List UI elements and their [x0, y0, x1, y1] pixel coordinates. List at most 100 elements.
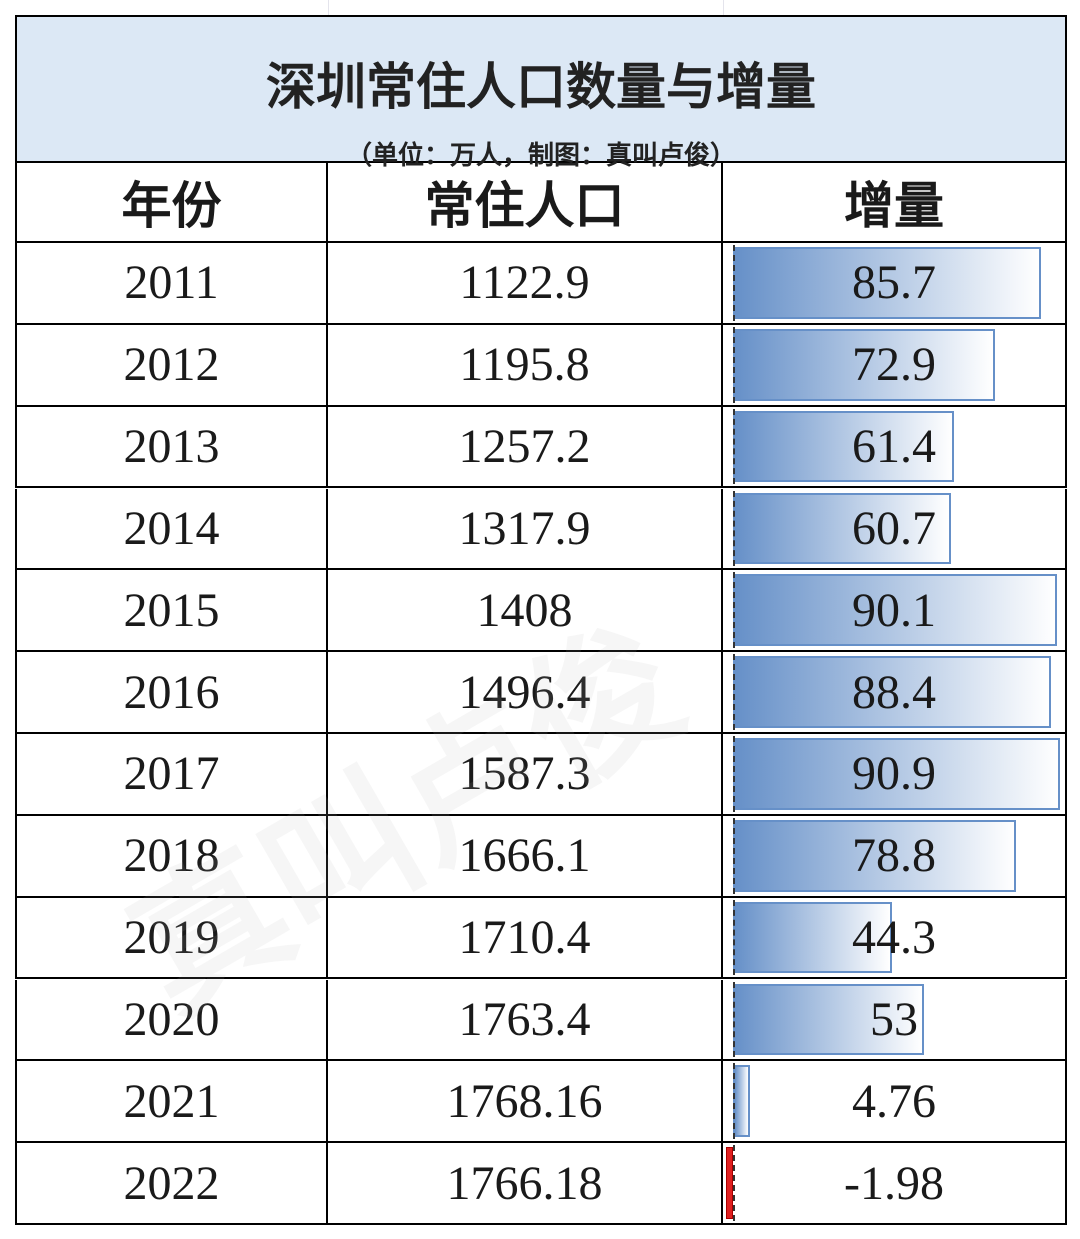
bar-axis [733, 981, 736, 1058]
table-cell: 2014 [15, 488, 328, 571]
bar-axis [733, 1145, 736, 1221]
cell-text: 1766.18 [446, 1156, 603, 1210]
title-box: 深圳常住人口数量与增量 （单位：万人，制图：真叫卢俊） [15, 15, 1067, 170]
table-cell: 53 [723, 979, 1067, 1062]
table-cell: 2015 [15, 570, 328, 653]
cell-text: 2011 [124, 256, 219, 310]
bar-axis [733, 408, 736, 485]
table-cell: 2011 [15, 243, 328, 325]
table-cell: 44.3 [723, 897, 1067, 980]
table-cell: 1666.1 [328, 815, 723, 898]
table-cell: 2020 [15, 979, 328, 1062]
bar-axis [733, 1063, 736, 1140]
cell-text: 2019 [123, 911, 220, 965]
cell-text: 1710.4 [458, 911, 591, 965]
table-cell: 1587.3 [328, 734, 723, 816]
column-header: 常住人口 [328, 163, 723, 243]
cell-text: 1122.9 [459, 256, 590, 310]
table-cell: 2022 [15, 1143, 328, 1225]
table-cell: 61.4 [723, 406, 1067, 489]
table-cell: 1317.9 [328, 488, 723, 571]
table-cell: 2021 [15, 1061, 328, 1144]
cell-text: 1195.8 [459, 338, 590, 392]
cell-text: 90.9 [852, 747, 936, 801]
data-bar [733, 492, 952, 565]
table-cell: 4.76 [723, 1061, 1067, 1144]
table-cell: 1766.18 [328, 1143, 723, 1225]
table-cell: 2017 [15, 734, 328, 816]
table-cell: 1763.4 [328, 979, 723, 1062]
cell-text: -1.98 [844, 1156, 944, 1210]
data-bar [733, 410, 954, 483]
table-cell: 1195.8 [328, 324, 723, 407]
bar-axis [733, 736, 736, 812]
cell-text: 1408 [476, 583, 573, 637]
cell-text: 60.7 [852, 501, 936, 555]
column-header: 增量 [723, 163, 1067, 243]
cell-text: 2012 [123, 338, 220, 392]
cell-text: 1763.4 [458, 992, 591, 1046]
table-cell: 2016 [15, 652, 328, 734]
bar-axis [733, 572, 736, 649]
table-cell: 85.7 [723, 243, 1067, 325]
table-cell: 1408 [328, 570, 723, 653]
cell-text: 90.1 [852, 583, 936, 637]
column-header: 年份 [15, 163, 328, 243]
table-cell: 1122.9 [328, 243, 723, 325]
cell-text: 2014 [123, 501, 220, 555]
cell-text: 61.4 [852, 420, 936, 474]
data-bar [733, 656, 1051, 728]
data-bar [733, 819, 1017, 892]
data-bar [733, 574, 1058, 647]
cell-text: 1257.2 [458, 420, 591, 474]
subtitle: （单位：万人，制图：真叫卢俊） [345, 141, 736, 170]
table-cell: 1257.2 [328, 406, 723, 489]
cell-text: 85.7 [852, 256, 936, 310]
data-bar [726, 1147, 734, 1219]
cell-text: 2022 [123, 1156, 220, 1210]
data-bar [733, 901, 893, 974]
title: 深圳常住人口数量与增量 [266, 59, 816, 115]
table-cell: -1.98 [723, 1143, 1067, 1225]
cell-text: 88.4 [852, 665, 936, 719]
cell-text: 2013 [123, 420, 220, 474]
cell-text: 78.8 [852, 829, 936, 883]
bar-axis [733, 245, 736, 321]
cell-text: 1666.1 [458, 829, 591, 883]
table-cell: 2018 [15, 815, 328, 898]
table-cell: 72.9 [723, 324, 1067, 407]
data-bar [733, 247, 1042, 319]
cell-text: 2016 [123, 665, 220, 719]
data-bar [733, 328, 996, 401]
cell-text: 2021 [123, 1074, 220, 1128]
cell-text: 1496.4 [458, 665, 591, 719]
cell-text: 2018 [123, 829, 220, 883]
bar-axis [733, 326, 736, 403]
cell-text: 2015 [123, 583, 220, 637]
cell-text: 4.76 [852, 1074, 936, 1128]
cell-text: 53 [870, 992, 918, 1046]
table-cell: 1768.16 [328, 1061, 723, 1144]
cell-text: 2017 [123, 747, 220, 801]
cell-text: 44.3 [852, 911, 936, 965]
table-cell: 90.9 [723, 734, 1067, 816]
table-cell: 1710.4 [328, 897, 723, 980]
data-bar [733, 1065, 751, 1138]
cell-text: 1587.3 [458, 747, 591, 801]
cell-text: 1768.16 [446, 1074, 603, 1128]
bar-axis [733, 654, 736, 730]
data-bar [733, 983, 924, 1056]
table-cell: 90.1 [723, 570, 1067, 653]
bar-axis [733, 817, 736, 894]
cell-text: 2020 [123, 992, 220, 1046]
cell-text: 1317.9 [458, 501, 591, 555]
table-cell: 78.8 [723, 815, 1067, 898]
table-cell: 60.7 [723, 488, 1067, 571]
cell-text: 72.9 [852, 338, 936, 392]
bar-axis [733, 899, 736, 976]
table-cell: 2012 [15, 324, 328, 407]
table-cell: 2013 [15, 406, 328, 489]
table-cell: 2019 [15, 897, 328, 980]
table-cell: 88.4 [723, 652, 1067, 734]
